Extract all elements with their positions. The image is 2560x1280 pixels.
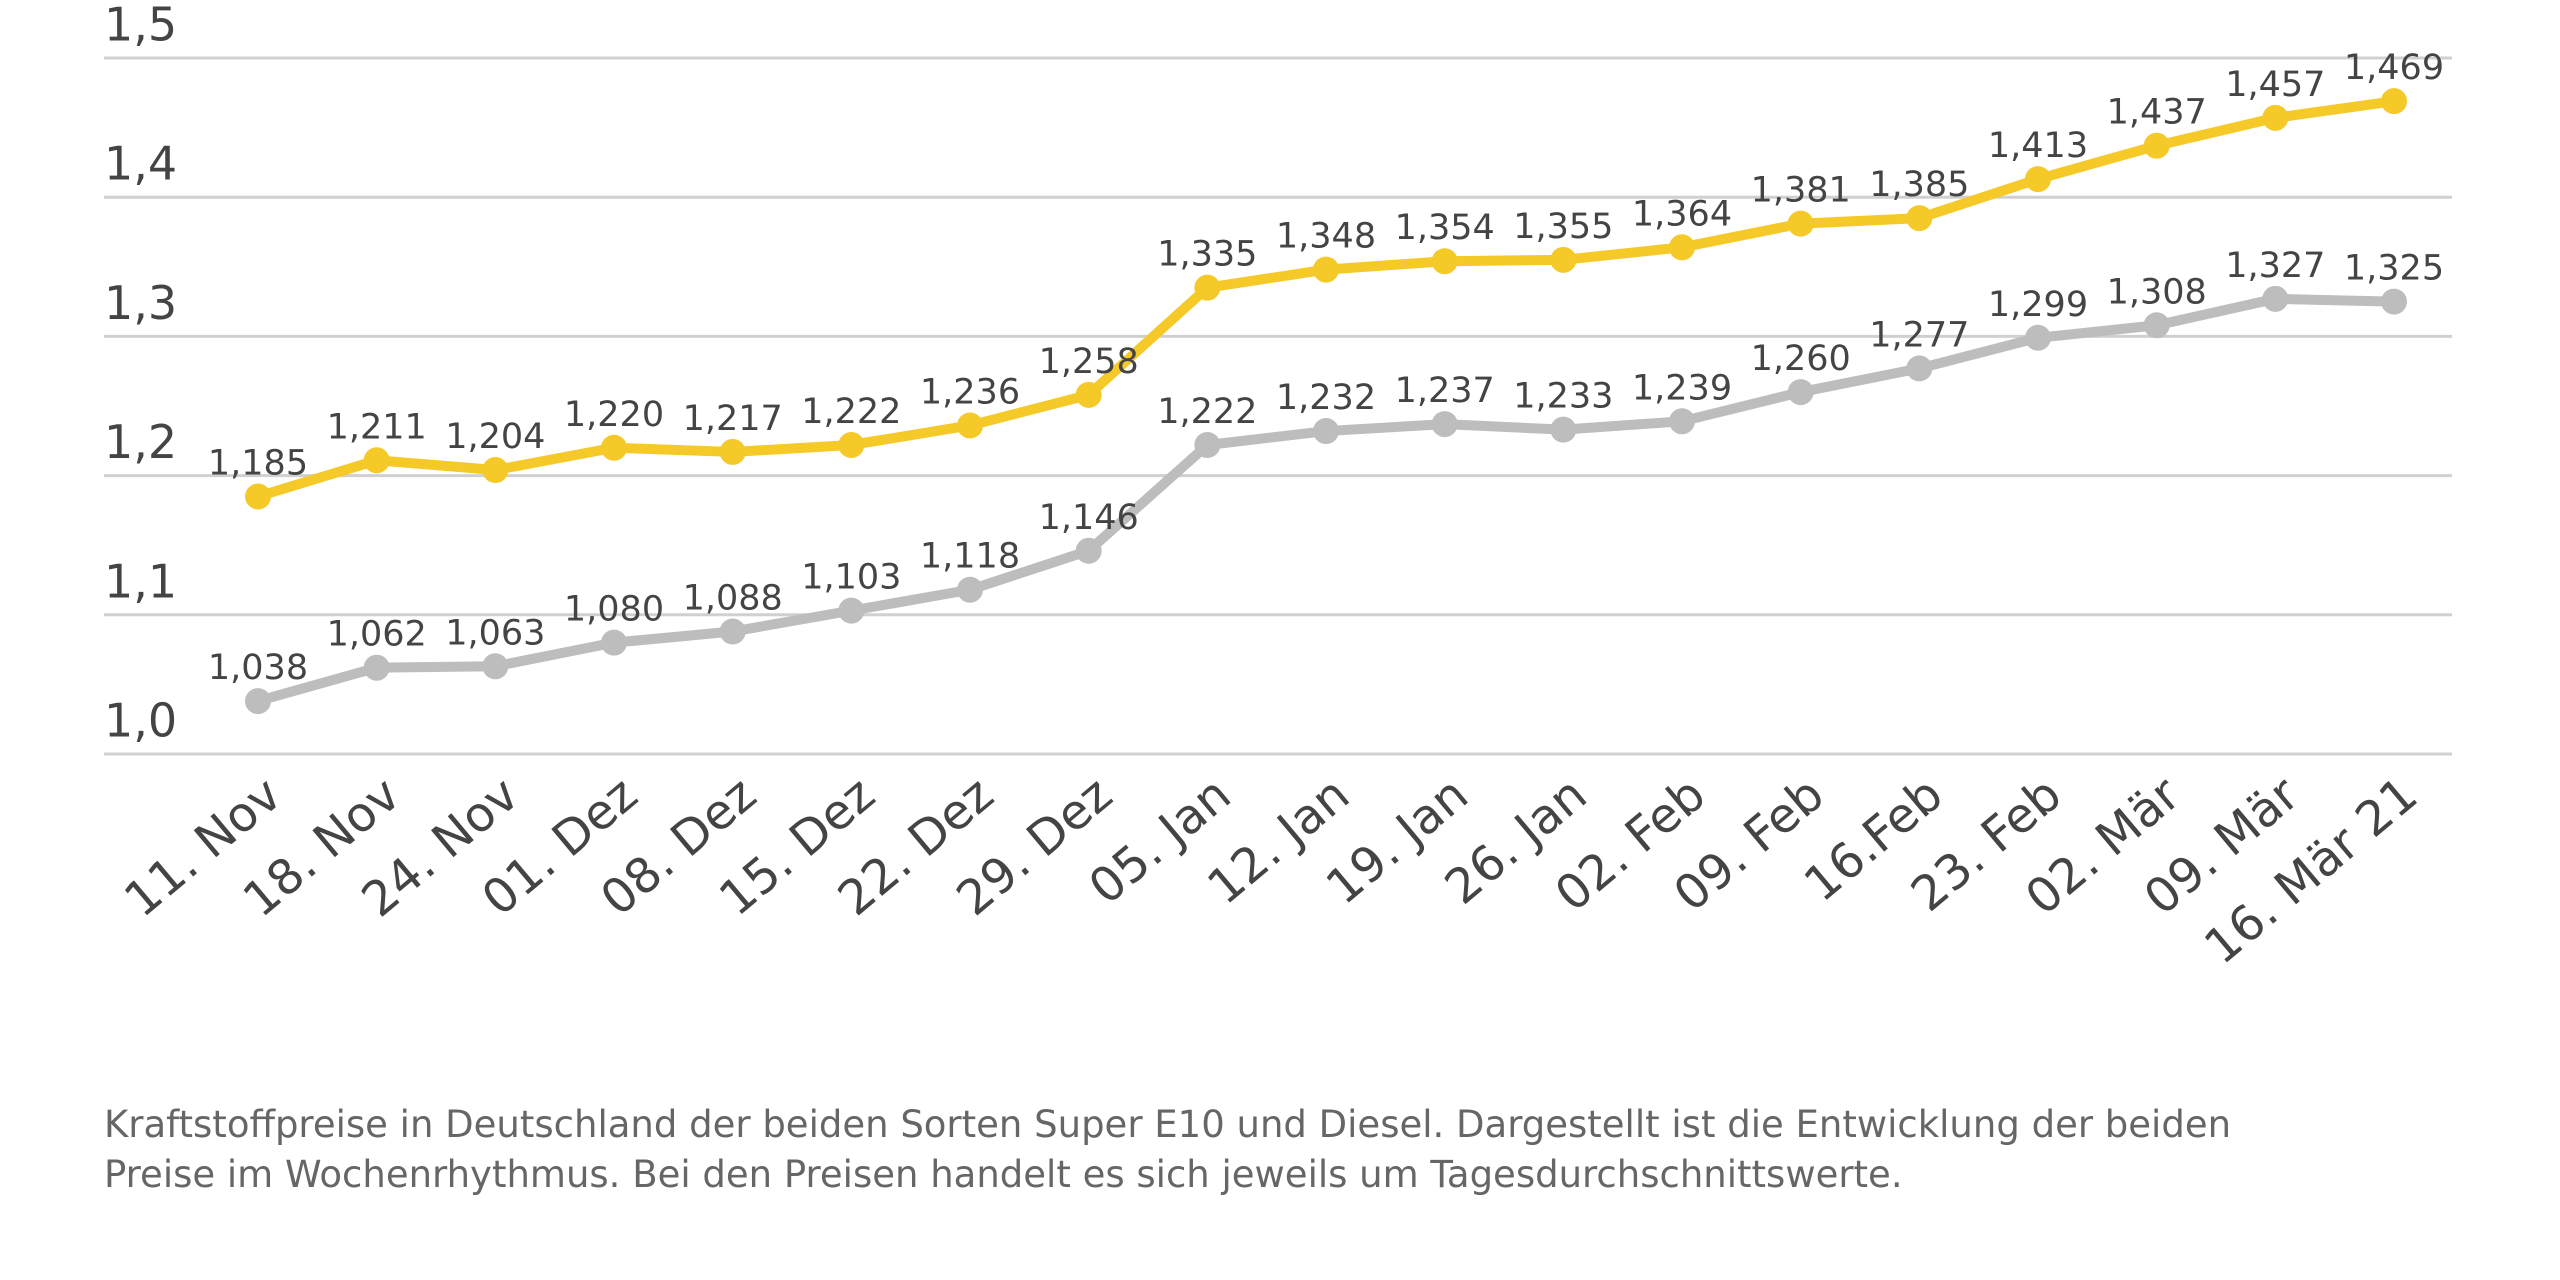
data-label: 1,118 — [920, 537, 1020, 577]
y-tick-label: 1,2 — [104, 415, 177, 469]
data-label: 1,185 — [208, 443, 308, 483]
point — [2262, 285, 2289, 312]
point — [2025, 324, 2051, 351]
data-label: 1,239 — [1632, 368, 1732, 408]
point — [245, 483, 271, 510]
point — [719, 438, 746, 465]
point — [719, 618, 746, 645]
point — [2143, 312, 2170, 339]
point — [957, 576, 983, 603]
data-label: 1,237 — [1395, 371, 1495, 411]
data-label: 1,232 — [1276, 378, 1376, 418]
caption: Kraftstoffpreise in Deutschland der beid… — [104, 1103, 2232, 1196]
data-label: 1,204 — [445, 417, 545, 457]
data-label: 1,385 — [1869, 165, 1969, 205]
point — [1431, 248, 1458, 275]
point — [1906, 205, 1933, 232]
data-label: 1,222 — [1157, 392, 1257, 432]
point — [1431, 411, 1458, 438]
data-label: 1,233 — [1513, 377, 1613, 417]
point — [1550, 416, 1577, 443]
data-label: 1,437 — [2107, 93, 2207, 133]
point — [1194, 431, 1221, 458]
data-label: 1,354 — [1395, 208, 1495, 248]
point — [1313, 418, 1339, 445]
data-label: 1,413 — [1988, 126, 2088, 166]
point — [2262, 104, 2289, 131]
point — [601, 434, 627, 461]
data-label: 1,211 — [327, 407, 427, 447]
data-label: 1,364 — [1632, 194, 1732, 234]
data-label: 1,217 — [683, 399, 783, 439]
point — [1313, 256, 1339, 283]
data-label: 1,220 — [564, 395, 664, 435]
point — [482, 457, 509, 484]
y-tick-label: 1,4 — [104, 137, 177, 191]
point — [1787, 379, 1814, 406]
data-label: 1,260 — [1751, 339, 1851, 379]
data-label: 1,146 — [1039, 498, 1139, 538]
point — [1906, 355, 1933, 382]
point — [1075, 537, 1102, 564]
point — [957, 412, 983, 439]
point — [838, 431, 865, 458]
point — [2143, 132, 2170, 159]
point — [245, 688, 271, 715]
data-label: 1,088 — [683, 579, 783, 619]
point — [1194, 274, 1221, 301]
point — [1075, 381, 1102, 408]
point — [482, 653, 509, 680]
y-tick-label: 1,0 — [104, 694, 177, 748]
data-label: 1,063 — [445, 613, 545, 653]
point — [2025, 166, 2051, 193]
data-label: 1,299 — [1988, 285, 2088, 325]
data-label: 1,080 — [564, 590, 664, 630]
data-label: 1,325 — [2344, 249, 2444, 289]
point — [2381, 88, 2407, 115]
point — [363, 654, 390, 681]
data-label: 1,038 — [208, 648, 308, 688]
point — [2381, 288, 2407, 315]
data-label: 1,222 — [801, 392, 901, 432]
data-label: 1,258 — [1039, 342, 1139, 382]
y-tick-label: 1,1 — [104, 554, 177, 608]
point — [1669, 234, 1695, 261]
y-tick-label: 1,3 — [104, 276, 177, 330]
data-label: 1,308 — [2107, 272, 2207, 312]
data-label: 1,327 — [2225, 246, 2325, 286]
data-label: 1,348 — [1276, 217, 1376, 257]
point — [363, 447, 390, 474]
data-label: 1,277 — [1869, 315, 1969, 355]
data-label: 1,103 — [801, 558, 901, 598]
data-label: 1,469 — [2344, 48, 2444, 88]
y-tick-label: 1,5 — [104, 0, 177, 52]
data-label: 1,381 — [1751, 171, 1851, 211]
point — [1787, 210, 1814, 237]
data-label: 1,457 — [2225, 65, 2325, 105]
data-label: 1,062 — [327, 615, 427, 655]
data-label: 1,355 — [1513, 207, 1613, 247]
point — [1669, 408, 1695, 435]
data-label: 1,236 — [920, 372, 1020, 412]
data-label: 1,335 — [1157, 235, 1257, 275]
point — [601, 629, 627, 656]
series-line — [256, 293, 2395, 706]
point — [1550, 246, 1577, 273]
point — [838, 597, 865, 624]
